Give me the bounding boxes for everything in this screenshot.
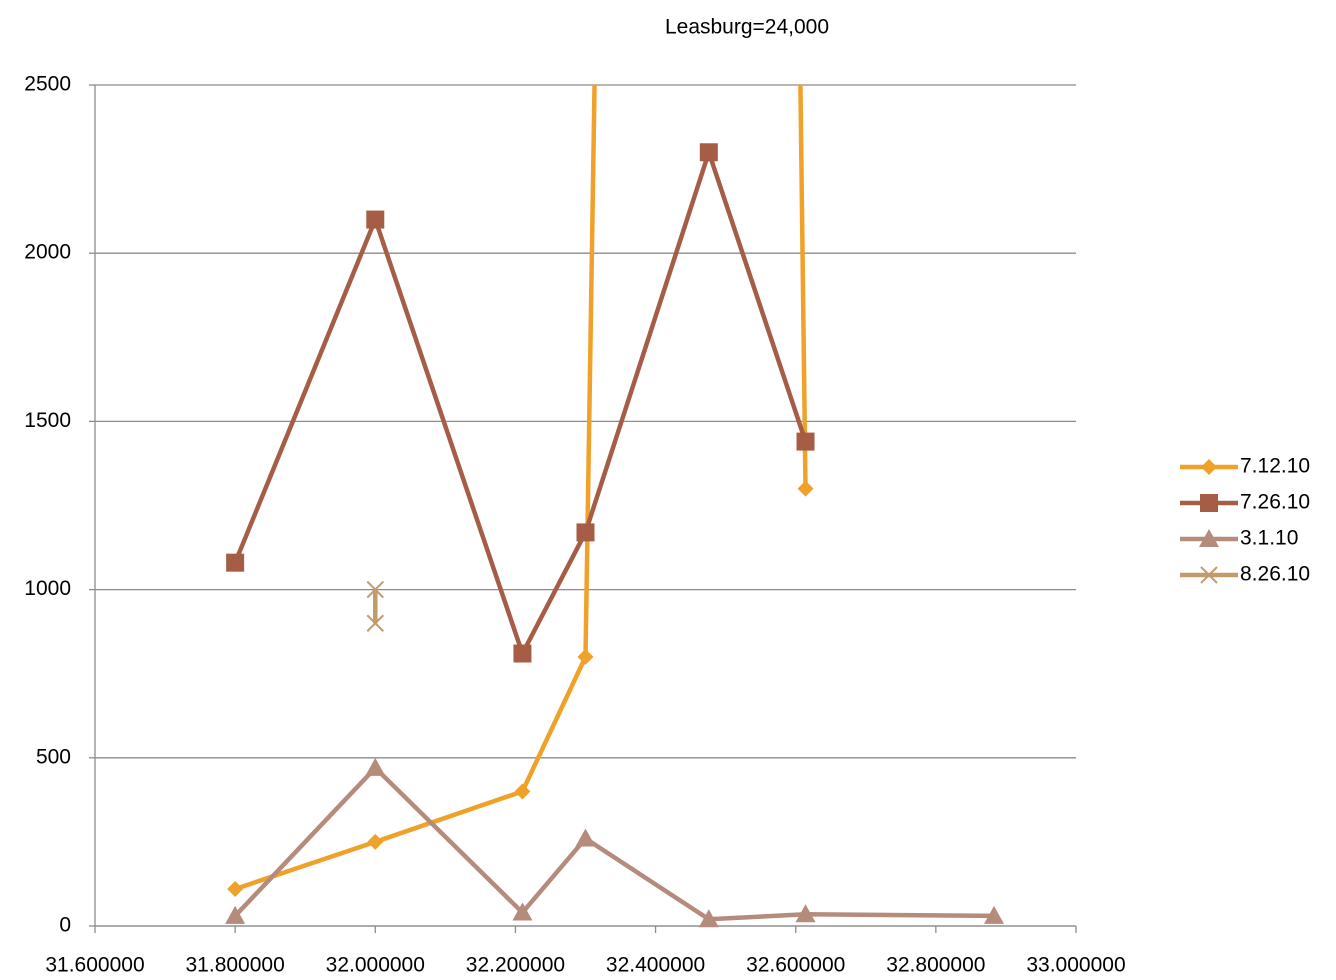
point-marker [797,480,814,497]
y-tick-label: 1000 [24,577,71,600]
y-tick-label: 1500 [24,409,71,432]
series-line [233,150,808,656]
point-marker [366,580,384,599]
point-marker [227,880,244,897]
series-line [234,85,808,892]
x-tick-label: 31.600000 [45,954,144,977]
point-marker [366,210,385,229]
x-tick-label: 32.400000 [606,954,705,977]
point-marker [984,905,1005,924]
x-tick-label: 32.000000 [326,954,425,977]
legend-label: 3.1.10 [1240,527,1298,550]
point-marker [514,783,531,800]
point-marker [1199,529,1219,547]
point-marker [225,905,246,924]
series-line [233,765,995,922]
point-marker [1200,566,1218,584]
point-marker [698,909,719,928]
point-marker [512,902,533,921]
y-tick-label: 2000 [24,241,71,264]
y-tick-label: 2500 [24,73,71,96]
legend-label: 7.26.10 [1240,491,1310,514]
legend-label: 7.12.10 [1240,455,1310,478]
point-marker [577,648,594,665]
y-tick-label: 500 [36,745,71,768]
x-tick-label: 31.800000 [186,954,285,977]
point-marker [1200,494,1218,512]
plot-area [225,85,1005,928]
chart-title: Leasburg=24,000 [665,16,829,39]
point-marker [367,833,384,850]
point-marker [1201,459,1217,475]
point-marker [699,143,718,162]
x-tick-label: 33.000000 [1026,954,1125,977]
point-marker [795,904,816,923]
point-marker [513,644,532,663]
point-marker [365,757,386,776]
legend-label: 8.26.10 [1240,563,1310,586]
x-tick-label: 32.600000 [746,954,845,977]
x-tick-label: 32.800000 [886,954,985,977]
point-marker [575,828,596,847]
x-tick-label: 32.200000 [466,954,565,977]
y-tick-label: 0 [59,914,71,937]
point-marker [576,523,595,542]
point-marker [226,553,245,572]
point-marker [366,614,384,632]
point-marker [796,432,815,451]
